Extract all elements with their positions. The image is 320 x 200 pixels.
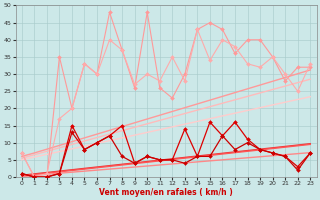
X-axis label: Vent moyen/en rafales ( km/h ): Vent moyen/en rafales ( km/h ) — [99, 188, 233, 197]
